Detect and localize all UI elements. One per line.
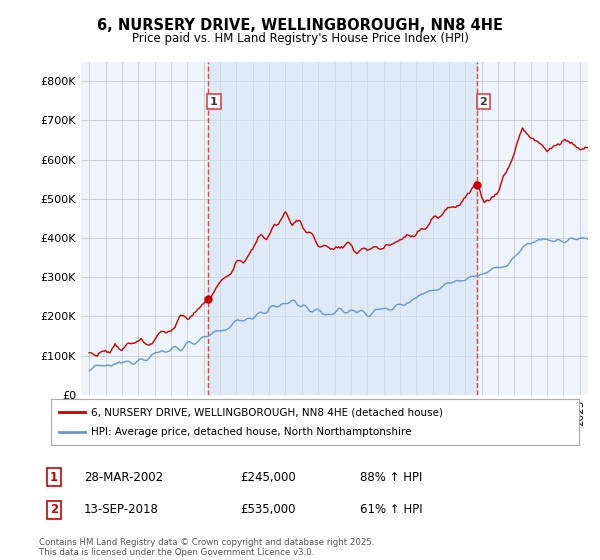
Text: 61% ↑ HPI: 61% ↑ HPI — [360, 503, 422, 516]
Text: HPI: Average price, detached house, North Northamptonshire: HPI: Average price, detached house, Nort… — [91, 427, 411, 437]
Text: £245,000: £245,000 — [240, 470, 296, 484]
Text: 1: 1 — [210, 96, 218, 106]
Text: 6, NURSERY DRIVE, WELLINGBOROUGH, NN8 4HE (detached house): 6, NURSERY DRIVE, WELLINGBOROUGH, NN8 4H… — [91, 407, 443, 417]
Text: 2: 2 — [479, 96, 487, 106]
Text: Contains HM Land Registry data © Crown copyright and database right 2025.
This d: Contains HM Land Registry data © Crown c… — [39, 538, 374, 557]
Text: 13-SEP-2018: 13-SEP-2018 — [84, 503, 159, 516]
Text: Price paid vs. HM Land Registry's House Price Index (HPI): Price paid vs. HM Land Registry's House … — [131, 32, 469, 45]
Text: 28-MAR-2002: 28-MAR-2002 — [84, 470, 163, 484]
Text: 1: 1 — [50, 470, 58, 484]
Bar — [208, 62, 477, 395]
Text: 88% ↑ HPI: 88% ↑ HPI — [360, 470, 422, 484]
Text: £535,000: £535,000 — [240, 503, 296, 516]
Text: 2: 2 — [50, 503, 58, 516]
Text: 6, NURSERY DRIVE, WELLINGBOROUGH, NN8 4HE: 6, NURSERY DRIVE, WELLINGBOROUGH, NN8 4H… — [97, 18, 503, 33]
